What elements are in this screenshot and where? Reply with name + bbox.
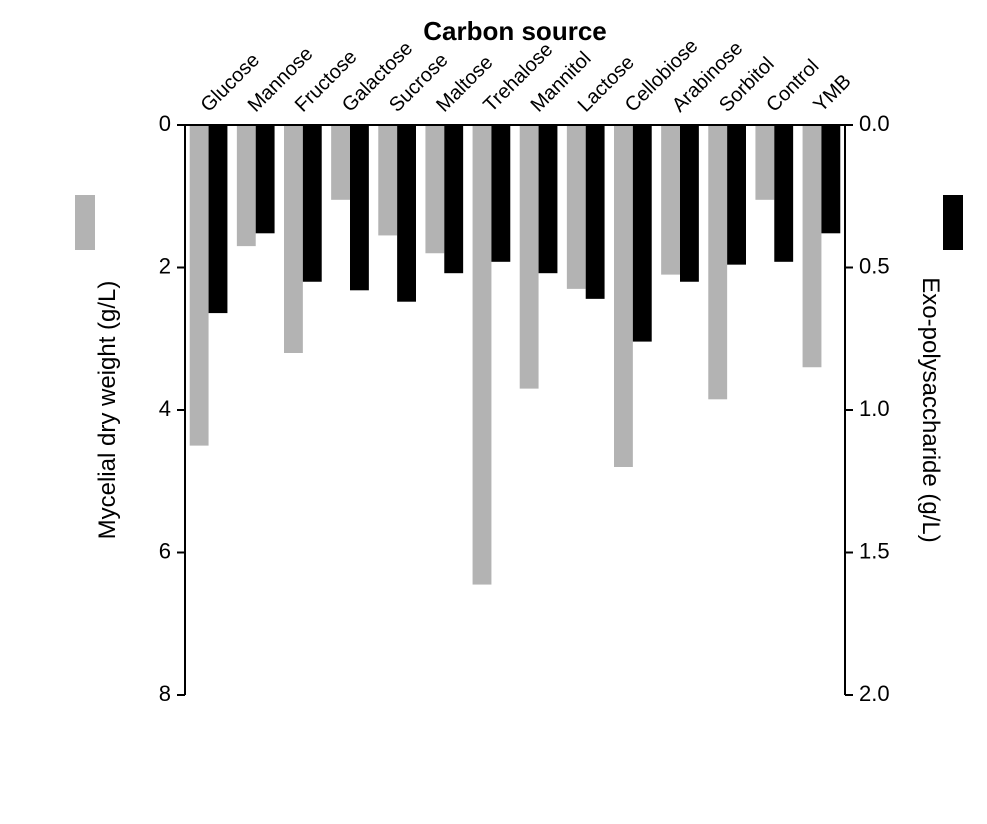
left-tick-label: 8: [159, 681, 171, 706]
bar-mycelial: [331, 125, 350, 200]
bar-exo: [397, 125, 416, 302]
legend-swatch-mycelial: [75, 195, 95, 250]
bar-mycelial: [755, 125, 774, 200]
right-tick-label: 0.5: [859, 253, 890, 278]
bar-exo: [821, 125, 840, 233]
bar-exo: [774, 125, 793, 262]
left-tick-label: 6: [159, 538, 171, 563]
right-axis-label: Exo-polysaccharide (g/L): [917, 277, 944, 542]
bar-exo: [444, 125, 463, 273]
bar-mycelial: [378, 125, 397, 235]
bar-mycelial: [473, 125, 492, 585]
bar-mycelial: [190, 125, 209, 446]
chart-bg: [0, 0, 987, 824]
dual-axis-bar-chart: Carbon sourceGlucoseMannoseFructoseGalac…: [0, 0, 987, 824]
bar-mycelial: [567, 125, 586, 289]
bar-exo: [586, 125, 605, 299]
bar-mycelial: [284, 125, 303, 353]
bar-exo: [350, 125, 369, 290]
left-tick-label: 2: [159, 253, 171, 278]
bar-mycelial: [708, 125, 727, 399]
bar-mycelial: [661, 125, 680, 275]
right-tick-label: 2.0: [859, 681, 890, 706]
bar-exo: [256, 125, 275, 233]
bar-exo: [633, 125, 652, 342]
right-tick-label: 1.5: [859, 538, 890, 563]
left-axis-label: Mycelial dry weight (g/L): [94, 281, 121, 540]
chart-container: { "chart": { "type": "dual-axis-bar", "t…: [0, 0, 987, 824]
bar-mycelial: [803, 125, 822, 367]
bar-exo: [209, 125, 228, 313]
bar-exo: [680, 125, 699, 282]
bar-mycelial: [425, 125, 444, 253]
right-tick-label: 0.0: [859, 111, 890, 136]
bar-exo: [303, 125, 322, 282]
right-tick-label: 1.0: [859, 396, 890, 421]
legend-swatch-exo: [943, 195, 963, 250]
chart-title: Carbon source: [423, 16, 607, 46]
bar-exo: [491, 125, 510, 262]
bar-mycelial: [614, 125, 633, 467]
bar-mycelial: [237, 125, 256, 246]
left-tick-label: 4: [159, 396, 171, 421]
left-tick-label: 0: [159, 111, 171, 136]
bar-exo: [539, 125, 558, 273]
left-axis-label-group: Mycelial dry weight (g/L): [94, 281, 121, 540]
bar-exo: [727, 125, 746, 265]
bar-mycelial: [520, 125, 539, 389]
right-axis-label-group: Exo-polysaccharide (g/L): [917, 277, 944, 542]
